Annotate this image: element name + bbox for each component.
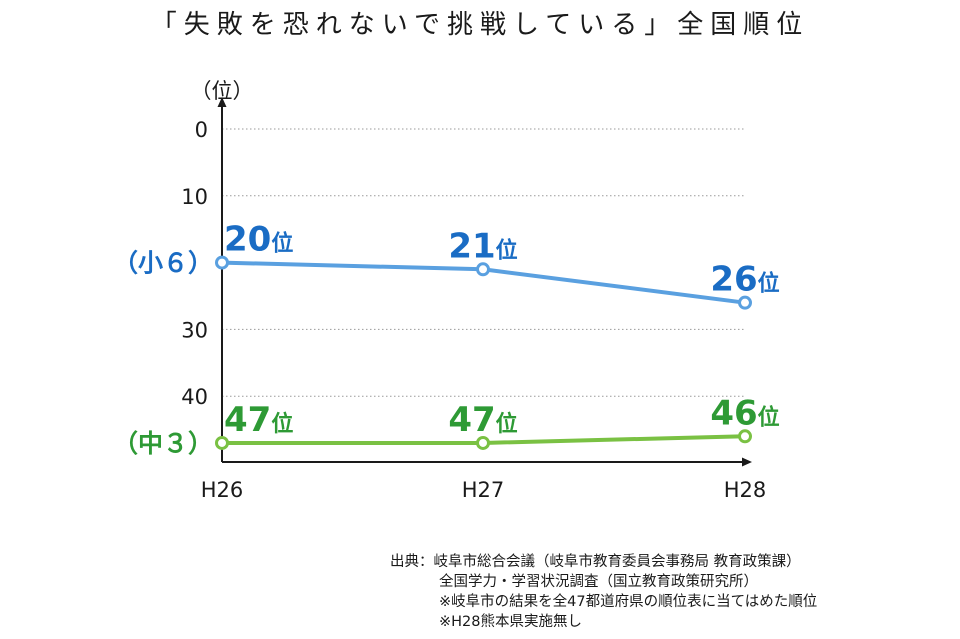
- data-point: [738, 295, 752, 310]
- x-tick-label: H28: [724, 478, 767, 502]
- data-point: [476, 435, 490, 450]
- y-tick-label: 30: [181, 318, 208, 342]
- y-tick-label: 0: [195, 118, 208, 142]
- x-axis-arrow: [742, 457, 752, 467]
- series: 20位 21位 26位 （小６） 47位 47位 46位 （中３）: [113, 220, 780, 458]
- series-group: 20位 21位 26位 （小６）: [113, 220, 780, 310]
- data-label: 20位: [224, 220, 293, 260]
- x-tick-label: H26: [201, 478, 244, 502]
- y-tick-labels: 0 10 30 40: [181, 118, 208, 409]
- series-name-label: （中３）: [113, 429, 213, 458]
- data-point: [738, 429, 752, 444]
- data-point: [476, 262, 490, 277]
- data-label: 46位: [710, 393, 779, 433]
- gridlines: [222, 128, 745, 397]
- data-label: 26位: [710, 260, 779, 300]
- data-label: 47位: [448, 400, 517, 440]
- series-group: 47位 47位 46位 （中３）: [113, 393, 780, 458]
- y-axis-arrow: [217, 97, 227, 107]
- x-tick-labels: H26 H27 H28: [201, 478, 767, 502]
- y-axis-label: （位）: [191, 79, 254, 103]
- source-line: 全国学力・学習状況調査（国立教育政策研究所）: [439, 574, 758, 590]
- series-name-label: （小６）: [113, 249, 213, 278]
- source-line: ※岐阜市の結果を全47都道府県の順位表に当てはめた順位: [439, 594, 818, 610]
- source-note: 出典：岐阜市総合会議（岐阜市教育委員会事務局 教育政策課） 全国学力・学習状況調…: [390, 552, 817, 632]
- source-line: 出典：岐阜市総合会議（岐阜市教育委員会事務局 教育政策課）: [390, 554, 801, 570]
- source-line: ※H28熊本県実施無し: [439, 614, 583, 630]
- data-point: [215, 435, 229, 450]
- y-tick-label: 40: [181, 385, 208, 409]
- y-tick-label: 10: [181, 185, 208, 209]
- axes: （位）: [191, 79, 752, 467]
- chart-title: 「失敗を恐れないで挑戦している」全国順位: [150, 10, 810, 40]
- data-point: [215, 255, 229, 270]
- data-label: 21位: [448, 226, 517, 266]
- x-tick-label: H27: [462, 478, 505, 502]
- data-label: 47位: [224, 400, 293, 440]
